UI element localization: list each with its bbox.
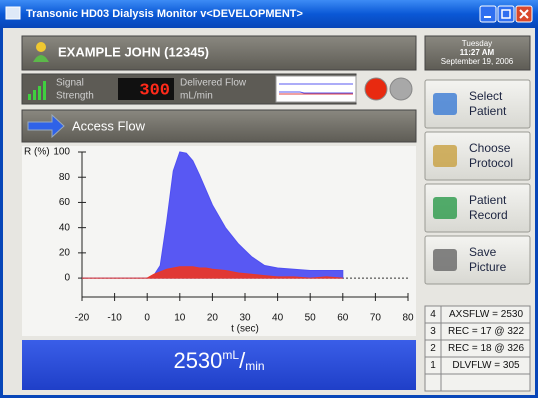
button-icon bbox=[433, 197, 457, 219]
x-axis-label: t (sec) bbox=[231, 324, 259, 335]
y-tick-label: 20 bbox=[59, 248, 71, 259]
y-tick-label: 80 bbox=[59, 172, 71, 183]
date: September 19, 2006 bbox=[441, 57, 514, 66]
x-tick-label: -20 bbox=[75, 313, 90, 324]
x-tick-label: 40 bbox=[272, 313, 284, 324]
signal-label: Signal bbox=[56, 78, 84, 89]
result-unit: min bbox=[245, 359, 264, 373]
patient-icon-head bbox=[36, 42, 46, 52]
result-unit: mL bbox=[222, 348, 239, 362]
button-label: Protocol bbox=[469, 156, 513, 170]
row-entry: REC = 17 @ 322 bbox=[448, 326, 524, 337]
time: 11:27 AM bbox=[460, 48, 495, 57]
minimize-button[interactable] bbox=[480, 6, 496, 22]
y-tick-label: 100 bbox=[53, 147, 70, 158]
button-icon bbox=[433, 249, 457, 271]
row-entry: AXSFLW = 2530 bbox=[449, 309, 523, 320]
day: Tuesday bbox=[462, 39, 492, 48]
minimize-glyph bbox=[484, 16, 491, 18]
x-tick-label: 80 bbox=[402, 313, 414, 324]
button-icon bbox=[433, 145, 457, 167]
window-controls bbox=[480, 6, 532, 22]
button-label: Record bbox=[469, 208, 508, 222]
button-label: Picture bbox=[469, 260, 507, 274]
delivered-flow: 300 bbox=[139, 81, 170, 100]
delivered-label: Delivered Flow bbox=[180, 78, 247, 89]
signal-label: Strength bbox=[56, 91, 94, 102]
row-entry: REC = 18 @ 326 bbox=[448, 343, 524, 354]
red-light bbox=[365, 78, 387, 100]
y-tick-label: 60 bbox=[59, 197, 71, 208]
y-axis-label: R (%) bbox=[24, 147, 50, 158]
row-index: 4 bbox=[430, 309, 436, 320]
app-icon bbox=[6, 7, 20, 19]
delivered-label: mL/min bbox=[180, 91, 213, 102]
x-tick-label: 10 bbox=[174, 313, 186, 324]
patient-name: EXAMPLE JOHN (12345) bbox=[58, 44, 209, 59]
x-tick-label: 50 bbox=[305, 313, 317, 324]
maximize-button[interactable] bbox=[498, 6, 514, 22]
y-tick-label: 0 bbox=[64, 273, 70, 284]
row-index: 2 bbox=[430, 343, 436, 354]
button-label: Patient bbox=[469, 193, 507, 207]
x-tick-label: 20 bbox=[207, 313, 219, 324]
button-label: Save bbox=[469, 245, 497, 259]
y-tick-label: 40 bbox=[59, 222, 71, 233]
button-label: Select bbox=[469, 89, 503, 103]
x-tick-label: 70 bbox=[370, 313, 382, 324]
x-tick-label: -10 bbox=[107, 313, 122, 324]
button-label: Patient bbox=[469, 104, 507, 118]
x-tick-label: 60 bbox=[337, 313, 349, 324]
x-tick-label: 0 bbox=[144, 313, 150, 324]
mini-trend bbox=[276, 76, 356, 102]
app-window: Transonic HD03 Dialysis Monitor v<DEVELO… bbox=[0, 0, 538, 398]
result-value: 2530 bbox=[173, 348, 222, 373]
button-label: Choose bbox=[469, 141, 511, 155]
mode-label: Access Flow bbox=[72, 118, 146, 133]
row-index: 1 bbox=[430, 360, 436, 371]
button-icon bbox=[433, 93, 457, 115]
row-index: 3 bbox=[430, 326, 436, 337]
gray-light bbox=[390, 78, 412, 100]
row-entry: DLVFLW = 305 bbox=[452, 360, 520, 371]
history-table: 4 AXSFLW = 2530 3 REC = 17 @ 322 2 REC = 18 @… bbox=[425, 306, 530, 391]
window-title: Transonic HD03 Dialysis Monitor v<DEVELO… bbox=[26, 8, 303, 20]
page: { "window": {"title": "Transonic HD03 Di… bbox=[0, 0, 538, 398]
x-tick-label: 30 bbox=[239, 313, 251, 324]
